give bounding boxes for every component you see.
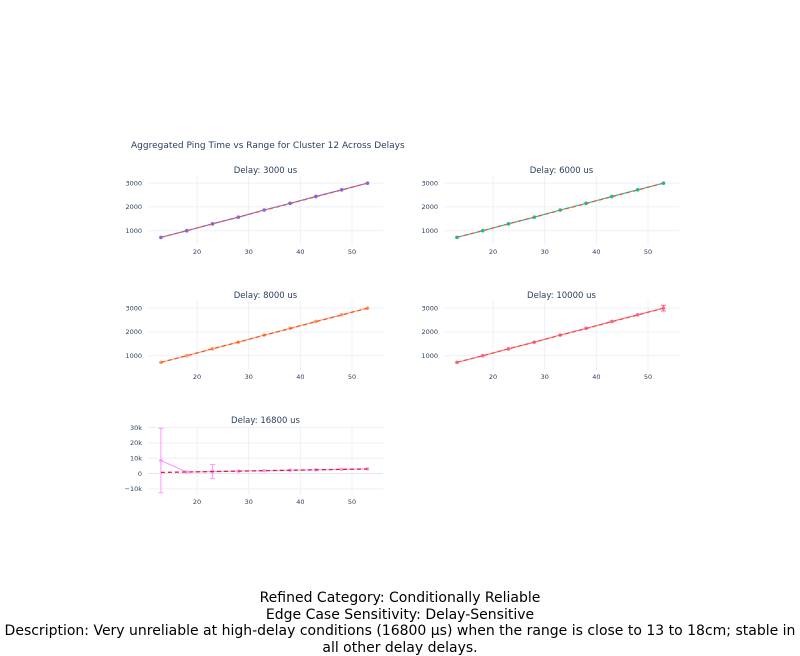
x-tick-label: 40 <box>296 248 304 256</box>
x-tick-label: 40 <box>592 248 600 256</box>
x-tick-label: 50 <box>348 248 356 256</box>
subplot-title: Delay: 8000 us <box>234 291 298 301</box>
x-tick-label: 20 <box>489 373 497 381</box>
y-tick-label: 3000 <box>421 179 438 187</box>
y-tick-label: 10k <box>130 455 142 463</box>
x-tick-label: 40 <box>296 498 304 506</box>
x-tick-label: 30 <box>245 373 253 381</box>
x-tick-label: 30 <box>245 248 253 256</box>
x-tick-label: 30 <box>541 248 549 256</box>
subplot-title: Delay: 16800 us <box>231 416 300 426</box>
fit-line <box>160 307 368 364</box>
data-point <box>314 319 318 324</box>
fit-line <box>456 307 664 364</box>
y-tick-label: 20k <box>130 439 142 447</box>
figure-title: Aggregated Ping Time vs Range for Cluste… <box>131 141 405 151</box>
y-tick-label: 2000 <box>421 328 438 336</box>
x-tick-label: 20 <box>193 373 201 381</box>
x-tick-label: 50 <box>644 373 652 381</box>
data-point <box>339 467 344 472</box>
y-tick-label: 2000 <box>125 203 142 211</box>
y-tick-label: 3000 <box>421 304 438 312</box>
subplot-title: Delay: 3000 us <box>234 166 298 176</box>
data-point <box>314 194 318 199</box>
subplot-4: Delay: 10000 us 20 30 40 50 1000 2000 3000 <box>421 291 679 381</box>
subplot-1: Delay: 3000 us 20 30 40 50 1000 2000 3000 <box>125 166 383 256</box>
fit-line <box>456 182 664 239</box>
caption-category: Refined Category: Conditionally Reliable <box>259 590 541 606</box>
data-point <box>159 458 163 463</box>
data-point <box>610 319 614 324</box>
subplot-3: Delay: 8000 us 20 30 40 50 1000 2000 3000 <box>125 291 383 381</box>
y-tick-label: 1000 <box>125 352 142 360</box>
caption: Refined Category: Conditionally Reliable… <box>0 590 800 656</box>
x-tick-label: 50 <box>348 373 356 381</box>
y-tick-label: 3000 <box>125 304 142 312</box>
subplot-5: Delay: 16800 us 20 30 40 50 −10k 0 10k 20k 30k <box>125 416 383 506</box>
data-point <box>480 353 485 358</box>
data-point <box>610 194 614 199</box>
y-tick-label: −10k <box>125 485 143 493</box>
y-tick-label: 2000 <box>125 328 142 336</box>
data-point <box>184 228 189 233</box>
x-tick-label: 20 <box>193 248 201 256</box>
data-point <box>184 353 189 358</box>
subplot-2: Delay: 6000 us 20 30 40 50 1000 2000 3000 <box>421 166 679 256</box>
y-tick-label: 0 <box>138 470 142 478</box>
x-tick-label: 50 <box>348 498 356 506</box>
data-point <box>184 470 189 474</box>
caption-sensitivity: Edge Case Sensitivity: Delay-Sensitive <box>265 606 535 623</box>
y-tick-label: 1000 <box>421 227 438 235</box>
y-tick-label: 1000 <box>125 227 142 235</box>
y-tick-label: 30k <box>130 424 142 432</box>
fit-line <box>160 182 368 239</box>
data-point <box>480 228 485 233</box>
x-tick-label: 30 <box>541 373 549 381</box>
x-tick-label: 20 <box>489 248 497 256</box>
y-tick-label: 2000 <box>421 203 438 211</box>
subplot-title: Delay: 6000 us <box>530 166 594 176</box>
y-tick-label: 3000 <box>125 179 142 187</box>
x-tick-label: 30 <box>245 498 253 506</box>
subplot-title: Delay: 10000 us <box>527 291 596 301</box>
x-tick-label: 40 <box>592 373 600 381</box>
x-tick-label: 50 <box>644 248 652 256</box>
data-point <box>262 468 267 473</box>
y-tick-label: 1000 <box>421 352 438 360</box>
figure: Aggregated Ping Time vs Range for Cluste… <box>125 141 679 506</box>
x-tick-label: 20 <box>193 498 201 506</box>
caption-description: Description: Very unreliable at high-del… <box>4 623 796 656</box>
x-tick-label: 40 <box>296 373 304 381</box>
